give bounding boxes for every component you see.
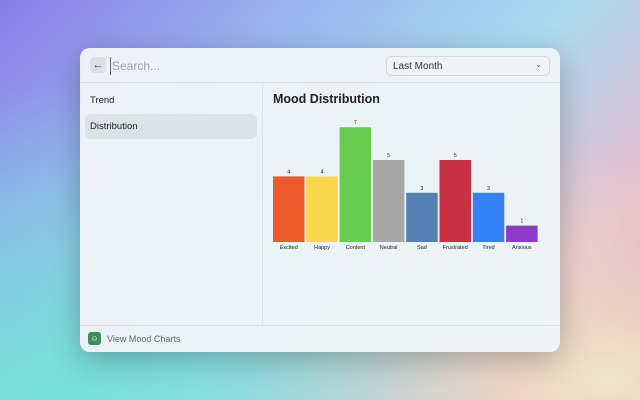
sidebar-item-label: Trend — [90, 95, 115, 106]
mood-bar-chart: 4 Excited 4 Happy 7 Content 5 Neutral 3 Sad 5 Frust… — [273, 120, 538, 251]
data-label: 4 — [321, 169, 324, 175]
sidebar-item-trend[interactable]: Trend — [85, 88, 257, 113]
page-title: Mood Distribution — [273, 92, 380, 106]
bar-sad — [406, 192, 438, 242]
data-label: 5 — [454, 153, 457, 159]
x-tick-label: Content — [346, 245, 366, 251]
main-panel: Mood Distribution 4 Excited 4 Happy 7 Content… — [264, 84, 560, 325]
bar-excited — [273, 176, 305, 242]
header: ← Last Month ⌄ — [80, 48, 560, 83]
x-tick-label: Happy — [314, 245, 330, 251]
x-tick-label: Tired — [482, 245, 494, 251]
data-label: 3 — [421, 186, 424, 192]
footer-action-label[interactable]: View Mood Charts — [107, 334, 181, 344]
sidebar: Trend Distribution — [80, 84, 263, 325]
sidebar-item-label: Distribution — [90, 121, 138, 132]
bar-happy — [306, 176, 338, 242]
bar-neutral — [372, 160, 405, 242]
app-window: ← Last Month ⌄ Trend Distribution Mood Di… — [80, 48, 560, 352]
bar-anxious — [506, 225, 538, 242]
data-label: 4 — [287, 169, 290, 175]
bar-tired — [472, 192, 505, 242]
bar-content — [339, 127, 372, 242]
x-tick-label: Neutral — [380, 245, 398, 251]
app-icon: ☺ — [88, 332, 101, 345]
back-button[interactable]: ← — [90, 57, 106, 73]
data-label: 1 — [520, 219, 523, 225]
x-tick-label: Sad — [417, 245, 427, 251]
data-label: 5 — [387, 153, 390, 159]
bar-frustrated — [439, 160, 471, 242]
x-tick-label: Anxious — [512, 245, 532, 251]
footer: ☺ View Mood Charts — [80, 325, 560, 352]
chevron-down-icon: ⌄ — [535, 60, 542, 69]
data-label: 7 — [354, 120, 357, 126]
x-tick-label: Excited — [280, 245, 298, 251]
x-tick-label: Frustrated — [443, 245, 468, 251]
period-select[interactable]: Last Month ⌄ — [386, 56, 550, 76]
period-value: Last Month — [393, 61, 443, 72]
data-label: 3 — [487, 186, 490, 192]
arrow-left-icon: ← — [92, 59, 104, 71]
sidebar-item-distribution[interactable]: Distribution — [85, 114, 257, 139]
search-input[interactable] — [110, 57, 310, 75]
